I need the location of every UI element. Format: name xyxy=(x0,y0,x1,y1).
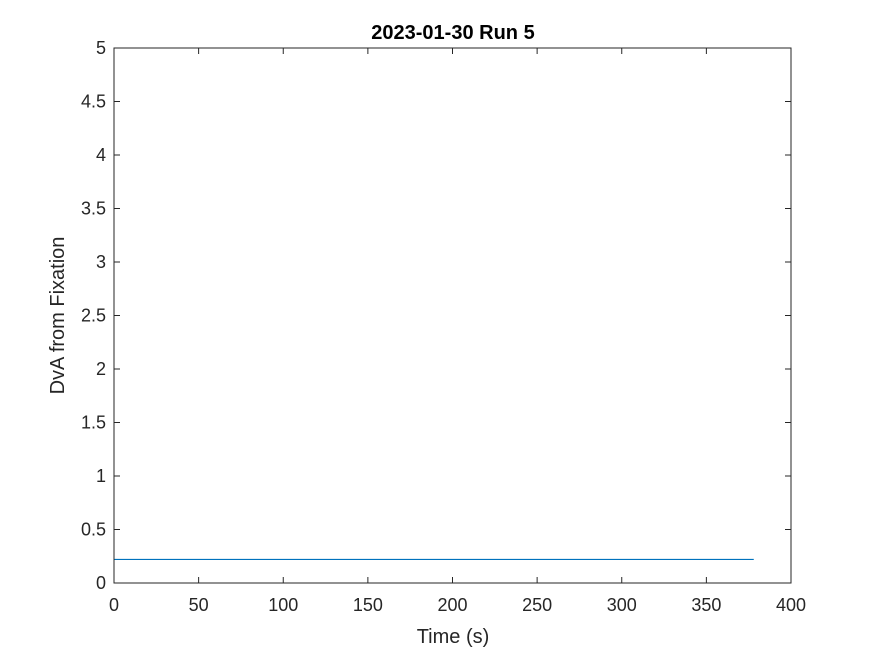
y-tick-label: 5 xyxy=(96,38,106,58)
y-tick-label: 0 xyxy=(96,573,106,593)
x-tick-label: 50 xyxy=(189,595,209,615)
x-tick-label: 350 xyxy=(691,595,721,615)
x-axis-label: Time (s) xyxy=(417,626,490,648)
y-tick-label: 2.5 xyxy=(81,306,106,326)
x-tick-label: 400 xyxy=(776,595,806,615)
y-tick-label: 1 xyxy=(96,466,106,486)
plot-area xyxy=(114,48,791,583)
y-tick-label: 0.5 xyxy=(81,520,106,540)
y-tick-label: 2 xyxy=(96,359,106,379)
x-tick-label: 300 xyxy=(607,595,637,615)
x-tick-label: 0 xyxy=(109,595,119,615)
x-tick-label: 250 xyxy=(522,595,552,615)
y-tick-label: 3 xyxy=(96,252,106,272)
y-tick-label: 4 xyxy=(96,145,106,165)
y-axis-label: DvA from Fixation xyxy=(47,237,69,395)
y-tick-label: 1.5 xyxy=(81,413,106,433)
x-ticks: 0 50 100 150 200 250 300 350 400 xyxy=(109,48,806,615)
chart-title: 2023-01-30 Run 5 xyxy=(371,22,534,44)
x-tick-label: 200 xyxy=(437,595,467,615)
y-tick-label: 4.5 xyxy=(81,92,106,112)
x-tick-label: 150 xyxy=(353,595,383,615)
x-tick-label: 100 xyxy=(268,595,298,615)
y-ticks: 0 0.5 1 1.5 2 2.5 3 3.5 4 4.5 5 xyxy=(81,38,791,593)
y-tick-label: 3.5 xyxy=(81,199,106,219)
